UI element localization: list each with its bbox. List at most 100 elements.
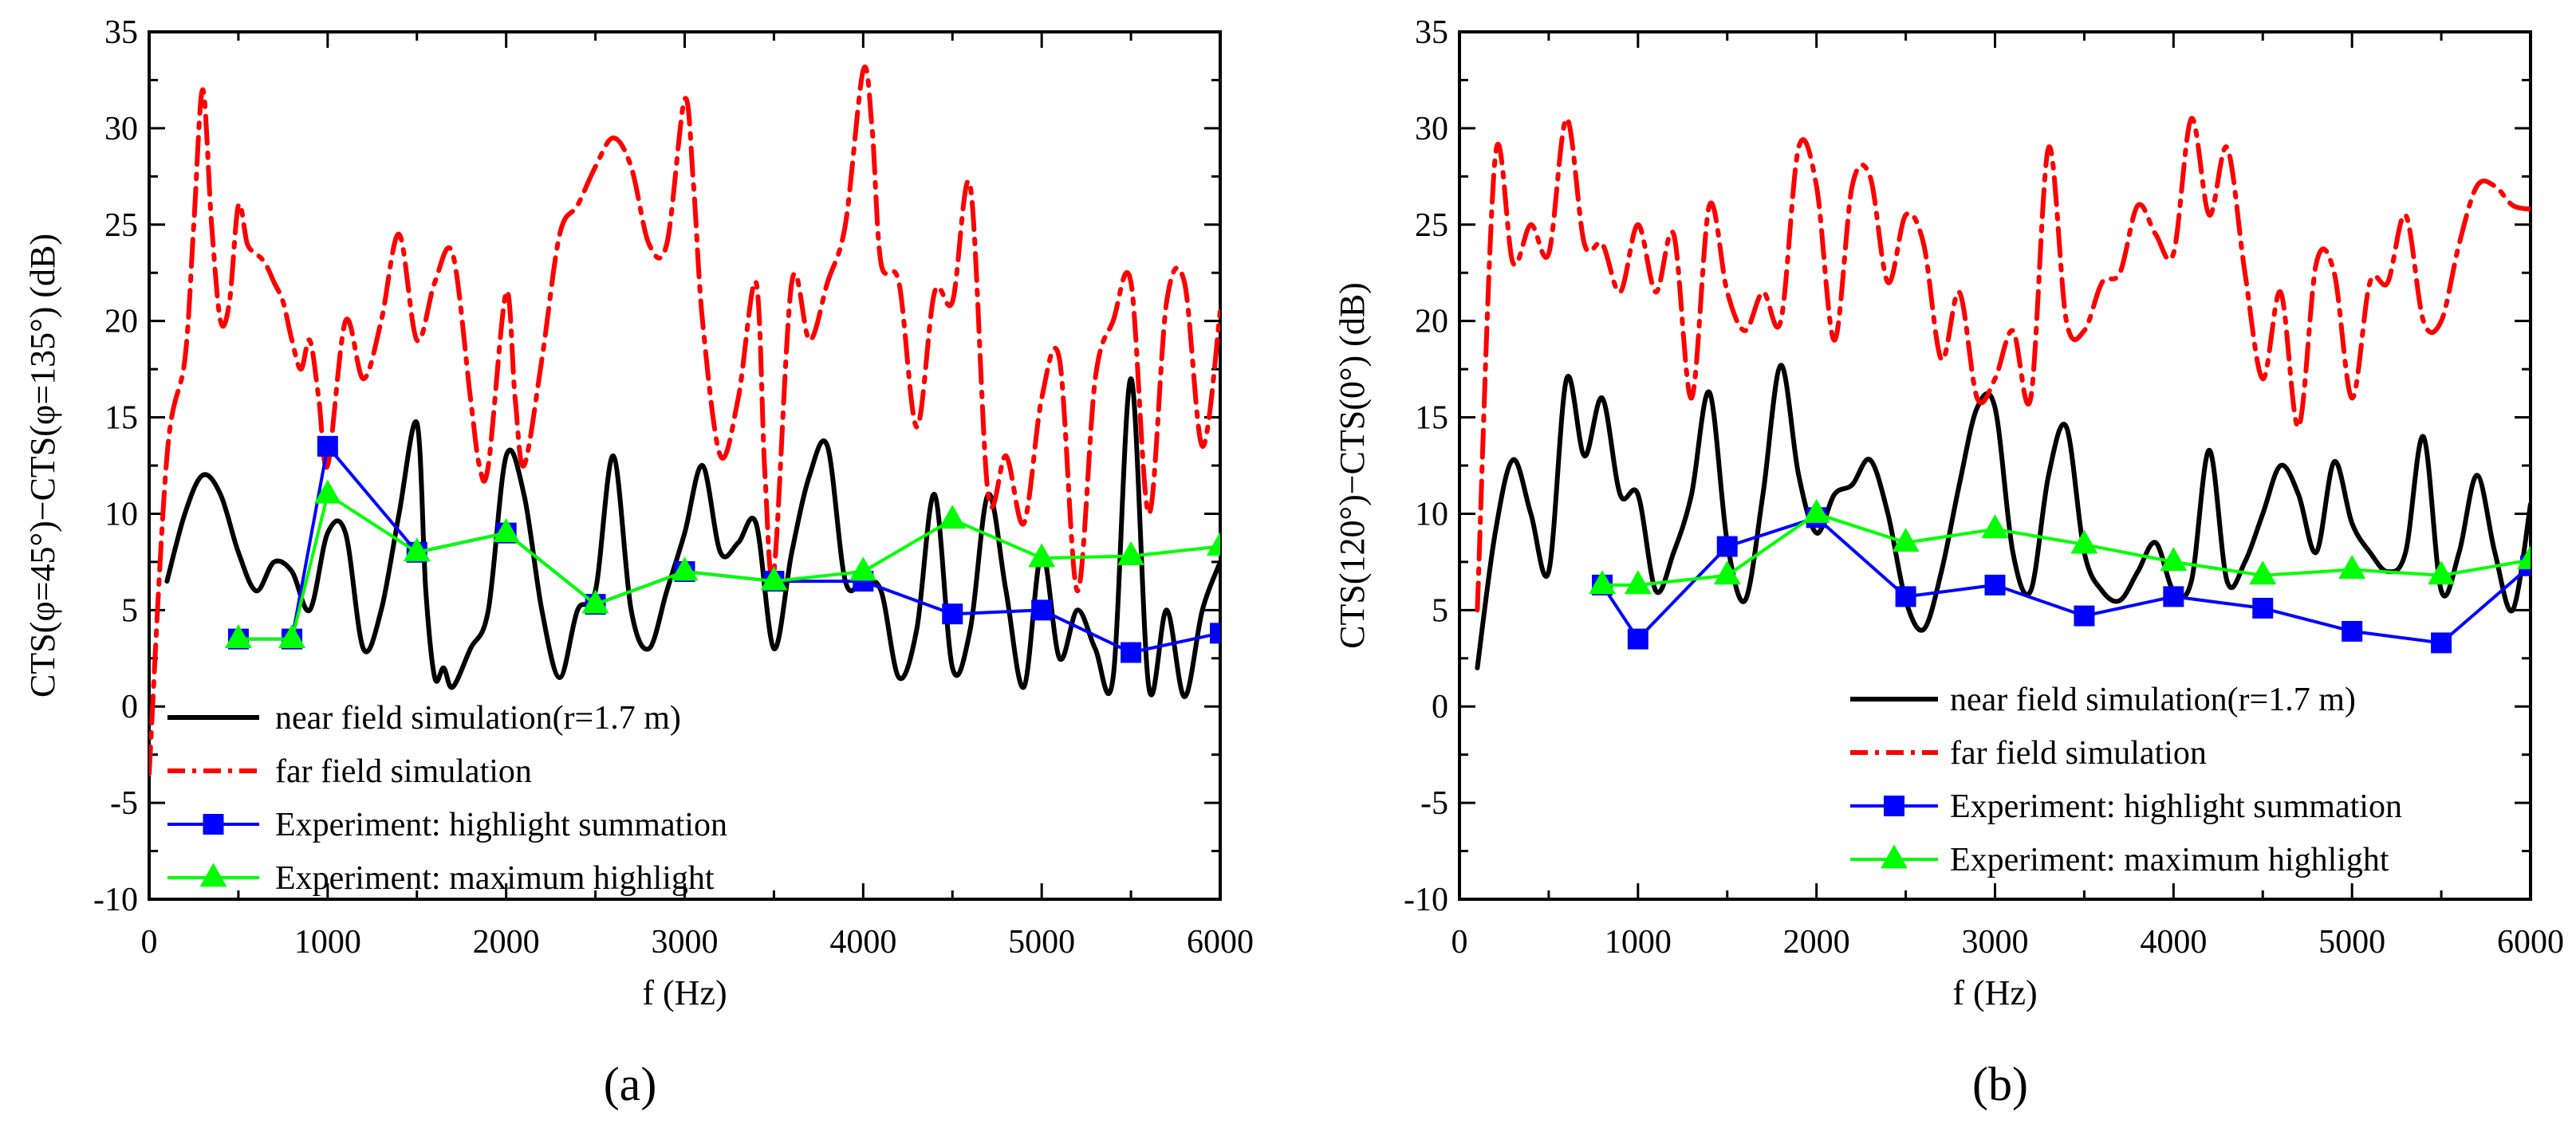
data-point-4 — [1589, 570, 1617, 595]
plot-area — [1475, 116, 2531, 670]
data-point-4 — [2517, 544, 2531, 569]
data-point-4 — [939, 505, 967, 529]
legend-label-1: near field simulation(r=1.7 m) — [1950, 682, 2356, 718]
data-point-4 — [313, 479, 341, 504]
plot-area — [149, 65, 1220, 776]
series-line-3 — [1601, 516, 2531, 645]
data-point-3 — [2074, 605, 2095, 627]
x-tick-label: 6000 — [1187, 924, 1254, 961]
data-point-4 — [224, 624, 252, 648]
data-point-4 — [2160, 547, 2188, 572]
data-point-4 — [1624, 570, 1652, 595]
data-point-3 — [1984, 574, 2006, 595]
y-tick-label: 20 — [1415, 304, 1448, 340]
data-point-4 — [1207, 531, 1220, 556]
legend: near field simulation(r=1.7 m) far field … — [1850, 682, 2402, 878]
data-point-4 — [1802, 498, 1830, 523]
data-point-4 — [2338, 554, 2366, 579]
y-tick-label: 15 — [104, 400, 138, 437]
legend-label-1: near field simulation(r=1.7 m) — [275, 700, 681, 737]
x-tick-label: 2000 — [473, 924, 540, 961]
legend-marker-3 — [1884, 796, 1904, 816]
series-line-2 — [1475, 116, 2531, 613]
y-tick-label: 35 — [104, 14, 138, 51]
legend-marker-4 — [1881, 844, 1908, 869]
data-point-4 — [278, 624, 306, 648]
data-point-4 — [492, 518, 520, 543]
y-tick-label: 5 — [1432, 592, 1448, 629]
data-point-4 — [2249, 560, 2277, 585]
y-tick-label: 10 — [104, 496, 138, 533]
legend-label-4: Experiment: maximum highlight — [275, 860, 715, 897]
data-point-3 — [1210, 623, 1220, 644]
series-line-1 — [1475, 363, 2531, 670]
x-tick-label: 3000 — [1962, 924, 2029, 961]
y-axis-label: CTS(120°)−CTS(0°) (dB) — [1333, 282, 1372, 649]
legend-label-3: Experiment: highlight summation — [275, 807, 727, 843]
legend-label-4: Experiment: maximum highlight — [1950, 842, 2389, 878]
y-tick-label: 20 — [104, 304, 138, 340]
panel-label-a: (a) — [604, 1058, 657, 1110]
y-tick-label: 30 — [1415, 111, 1448, 147]
y-tick-label: -5 — [1420, 785, 1448, 822]
x-tick-label: 3000 — [652, 924, 719, 961]
series-line-4 — [1601, 512, 2531, 587]
y-tick-label: 10 — [1415, 496, 1448, 533]
x-tick-label: 4000 — [2140, 924, 2207, 961]
x-tick-label: 5000 — [2318, 924, 2385, 961]
data-point-3 — [1121, 642, 1142, 663]
x-tick-label: 6000 — [2497, 924, 2564, 961]
x-axis-label: f (Hz) — [642, 973, 727, 1012]
legend-marker-3 — [203, 814, 224, 835]
series-line-1 — [164, 376, 1220, 700]
data-point-4 — [2070, 529, 2098, 554]
data-point-4 — [1892, 528, 1920, 552]
y-tick-label: 15 — [1415, 400, 1448, 437]
data-point-3 — [2252, 597, 2274, 619]
data-point-4 — [1028, 543, 1056, 568]
data-point-3 — [942, 603, 963, 625]
legend-label-2: far field simulation — [1950, 735, 2207, 772]
legend-label-2: far field simulation — [275, 753, 532, 790]
data-point-4 — [760, 566, 788, 591]
data-point-4 — [2428, 560, 2456, 585]
data-point-4 — [1117, 541, 1145, 566]
data-point-4 — [1713, 560, 1741, 585]
data-point-3 — [317, 435, 338, 457]
x-tick-label: 1000 — [1605, 924, 1672, 961]
data-point-4 — [671, 556, 699, 581]
x-tick-label: 0 — [1451, 924, 1468, 961]
panel-label-b: (b) — [1972, 1058, 2028, 1110]
data-point-4 — [581, 589, 609, 614]
x-tick-label: 2000 — [1783, 924, 1850, 961]
data-point-3 — [1031, 599, 1053, 621]
y-tick-label: 25 — [1415, 207, 1448, 244]
data-point-4 — [1981, 514, 2009, 539]
y-tick-label: -5 — [110, 785, 138, 822]
x-tick-label: 4000 — [829, 924, 896, 961]
y-tick-label: 0 — [1432, 689, 1448, 725]
data-point-3 — [2431, 632, 2452, 654]
data-point-4 — [849, 556, 877, 581]
data-point-4 — [403, 537, 431, 562]
y-tick-label: 35 — [1415, 14, 1448, 51]
y-tick-label: 30 — [104, 111, 138, 147]
x-tick-label: 5000 — [1008, 924, 1075, 961]
x-tick-label: 0 — [141, 924, 158, 961]
y-tick-label: 25 — [104, 207, 138, 244]
x-axis-label: f (Hz) — [1952, 973, 2037, 1012]
chart-panel-b: 0 1000 2000 3000 4000 5000 6000 -10 -5 0 5 10 15 20 25… — [1333, 14, 2564, 1012]
data-point-3 — [1895, 586, 1916, 607]
y-tick-label: 0 — [121, 689, 138, 725]
y-tick-label: -10 — [93, 882, 138, 918]
data-point-3 — [1716, 536, 1738, 557]
legend-marker-4 — [199, 863, 227, 887]
data-point-3 — [1627, 628, 1648, 650]
chart-panel-a: 0 1000 2000 3000 4000 5000 6000 -10 -5 0 5 10 15 20 25… — [23, 14, 1254, 1012]
y-tick-label: -10 — [1404, 882, 1448, 918]
data-point-3 — [2342, 620, 2363, 642]
data-point-3 — [2163, 586, 2184, 607]
legend-label-3: Experiment: highlight summation — [1950, 788, 2402, 825]
y-tick-label: 5 — [121, 592, 138, 629]
